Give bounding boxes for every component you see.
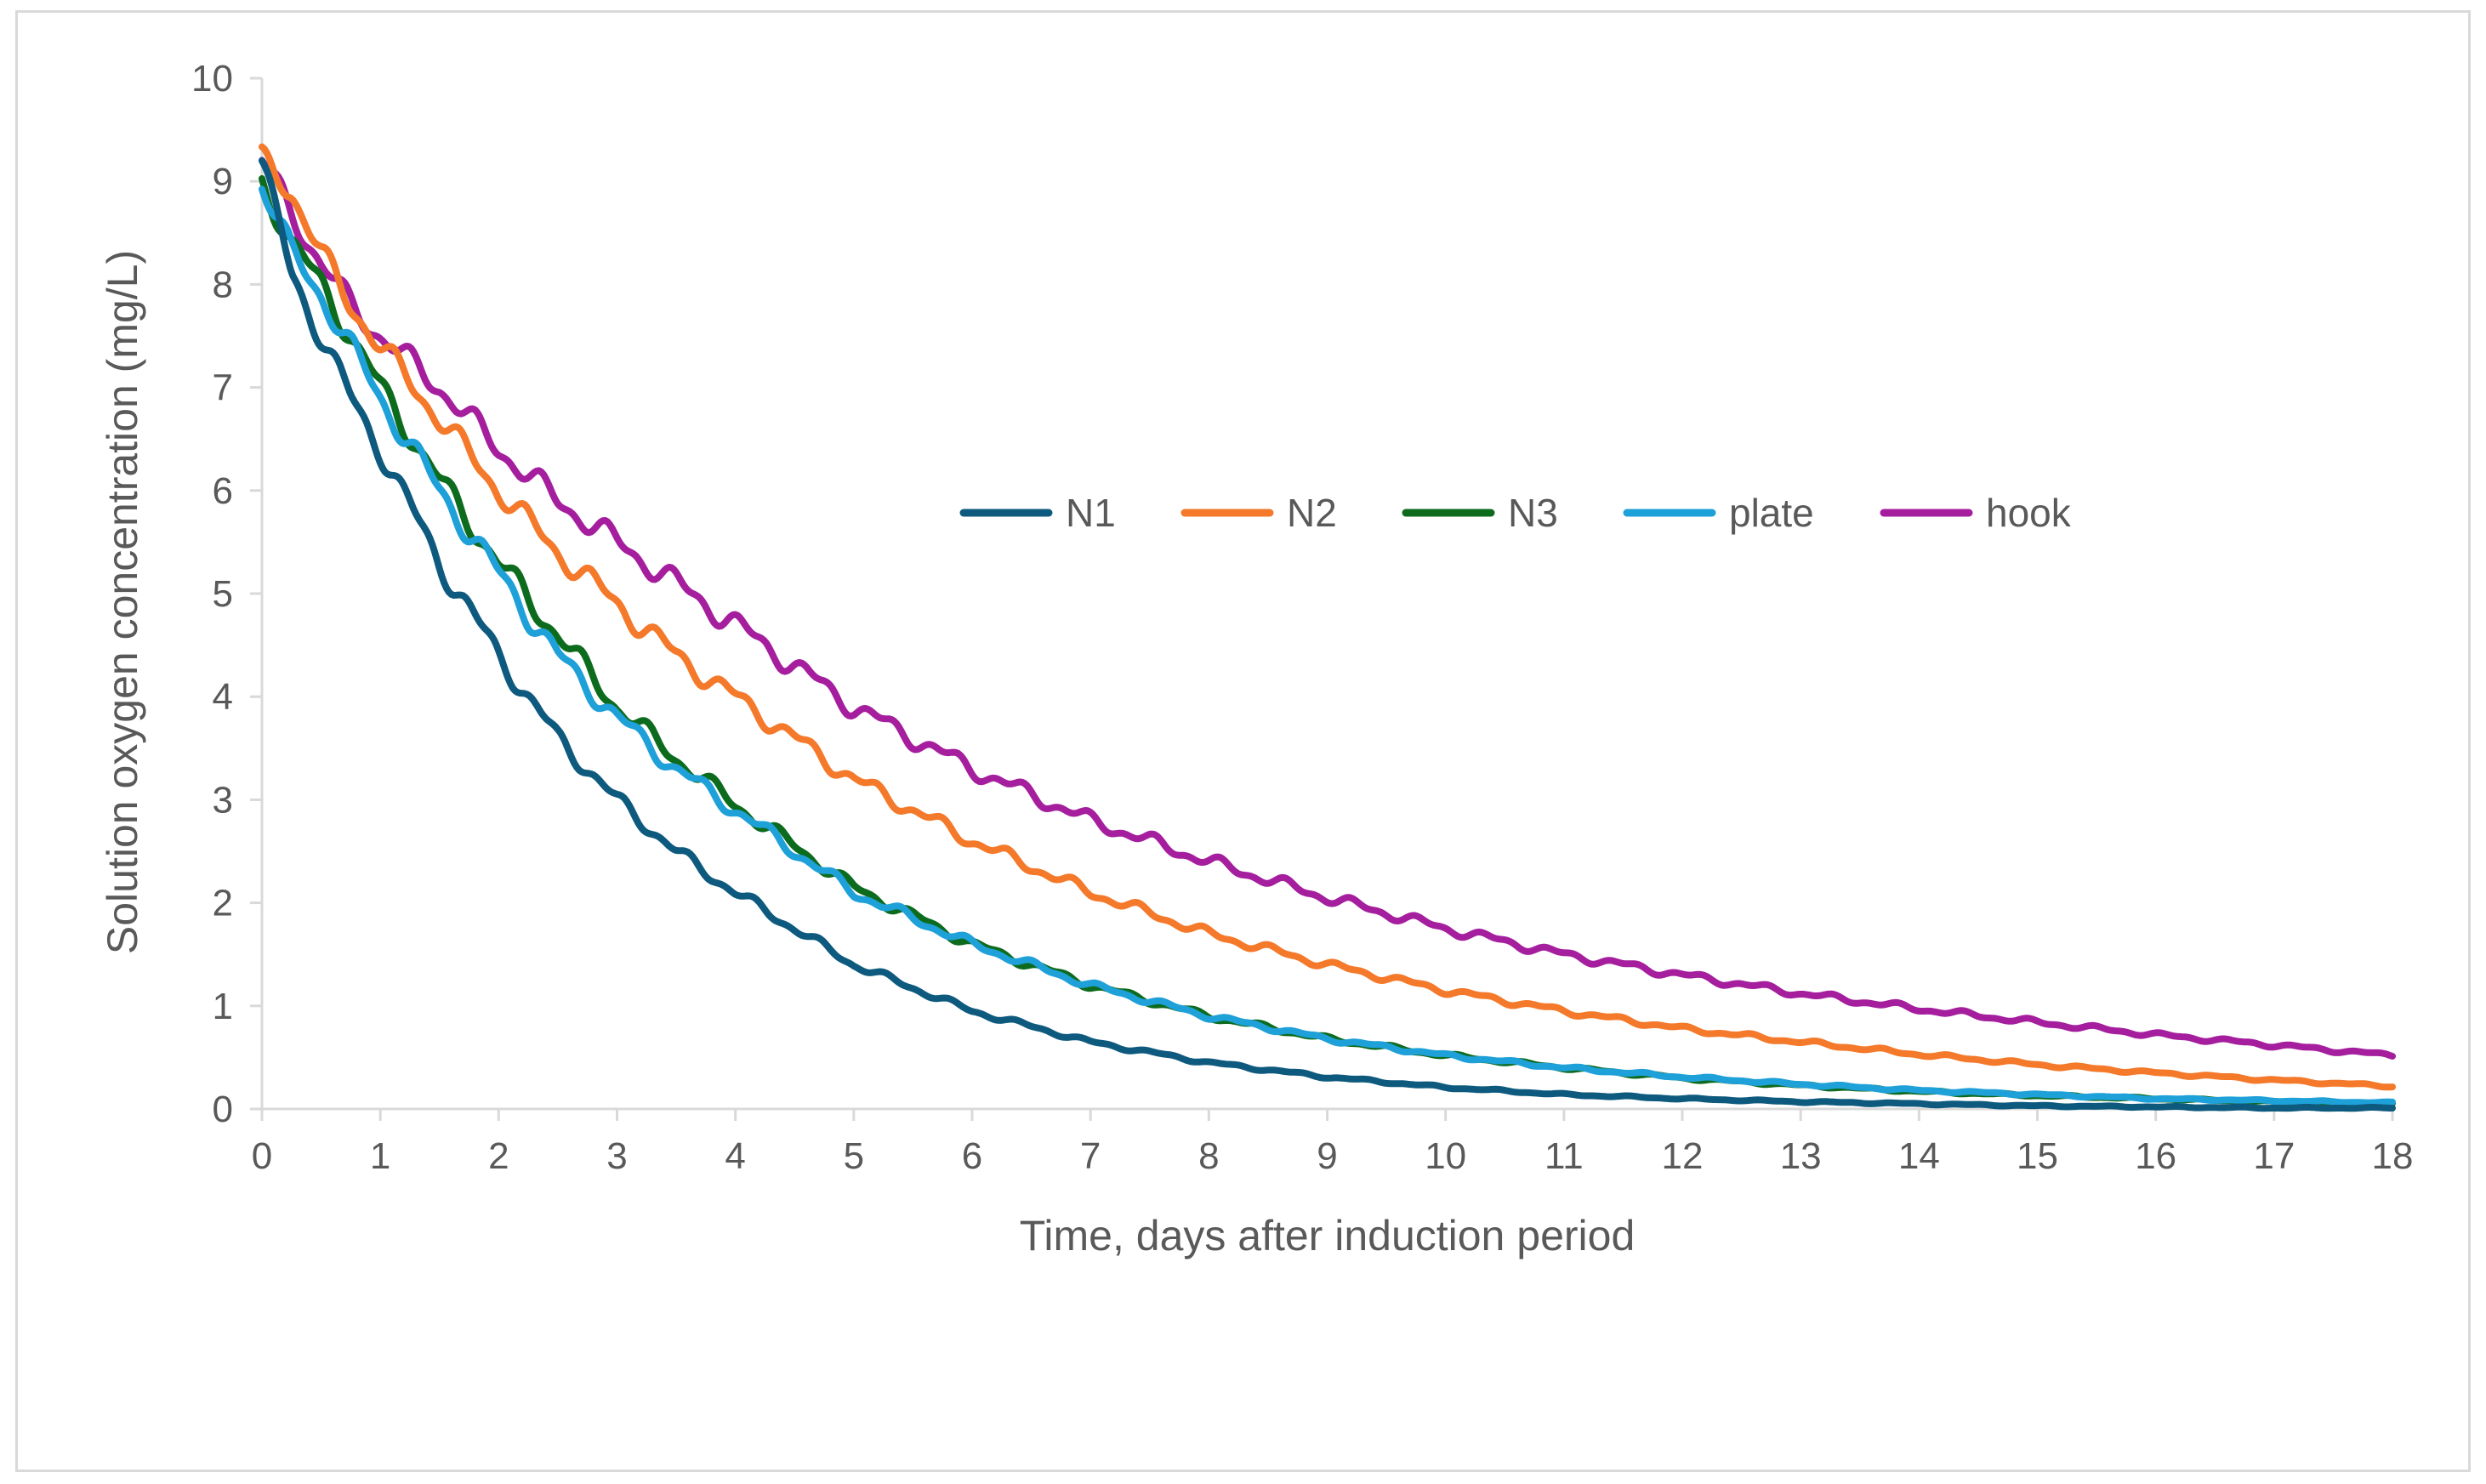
- x-tick-label: 2: [488, 1135, 509, 1177]
- x-tick-label: 1: [370, 1135, 390, 1177]
- series-line-plate: [259, 185, 2396, 1106]
- legend-label-hook: hook: [1986, 491, 2072, 535]
- x-tick-label: 8: [1198, 1135, 1219, 1177]
- y-tick-label: 3: [213, 779, 233, 821]
- y-tick-label: 8: [213, 264, 233, 305]
- x-tick-label: 17: [2253, 1135, 2295, 1177]
- x-tick-label: 15: [2017, 1135, 2058, 1177]
- x-tick-label: 4: [725, 1135, 745, 1177]
- x-tick-label: 0: [252, 1135, 272, 1177]
- series-line-hook: [259, 156, 2396, 1060]
- legend-label-n2: N2: [1287, 491, 1337, 535]
- x-tick-label: 3: [606, 1135, 627, 1177]
- y-tick-label: 1: [213, 986, 233, 1027]
- y-tick-label: 9: [213, 161, 233, 202]
- x-tick-label: 18: [2372, 1135, 2414, 1177]
- chart-frame: 0 1 2 3 4 5 6 7 8 9 10 0 1 2 3 4 5 6 7 8 9 10 11 12 13 14 15 16 17 18…: [15, 10, 2471, 1472]
- x-tick-label: 11: [1545, 1135, 1584, 1177]
- x-tick-label: 9: [1317, 1135, 1337, 1177]
- series-line-n1: [259, 157, 2396, 1112]
- y-tick-label: 2: [213, 883, 233, 924]
- y-tick-label: 7: [213, 367, 233, 409]
- x-tick-label: 5: [844, 1135, 864, 1177]
- legend-label-n3: N3: [1508, 491, 1558, 535]
- x-tick-label: 6: [962, 1135, 982, 1177]
- y-axis-title: Solution oxygen concentration (mg/L): [99, 250, 146, 954]
- y-tick-label: 6: [213, 470, 233, 512]
- y-tick-label: 4: [213, 676, 233, 718]
- series-line-n2: [259, 143, 2396, 1091]
- y-tick-label: 5: [213, 573, 233, 615]
- legend-label-plate: plate: [1729, 491, 1814, 535]
- y-tick-label: 0: [213, 1089, 233, 1130]
- x-axis-title: Time, days after induction period: [1020, 1212, 1636, 1259]
- x-tick-label: 13: [1780, 1135, 1822, 1177]
- y-tick-label: 10: [191, 58, 233, 100]
- x-tick-label: 14: [1898, 1135, 1940, 1177]
- legend-label-n1: N1: [1066, 491, 1116, 535]
- x-tick-label: 16: [2135, 1135, 2176, 1177]
- x-tick-label: 12: [1662, 1135, 1704, 1177]
- x-tick-label: 10: [1425, 1135, 1466, 1177]
- chart-legend: N1 N2 N3 plate hook: [959, 491, 2072, 535]
- series-layer: [259, 143, 2396, 1112]
- x-tick-label: 7: [1080, 1135, 1101, 1177]
